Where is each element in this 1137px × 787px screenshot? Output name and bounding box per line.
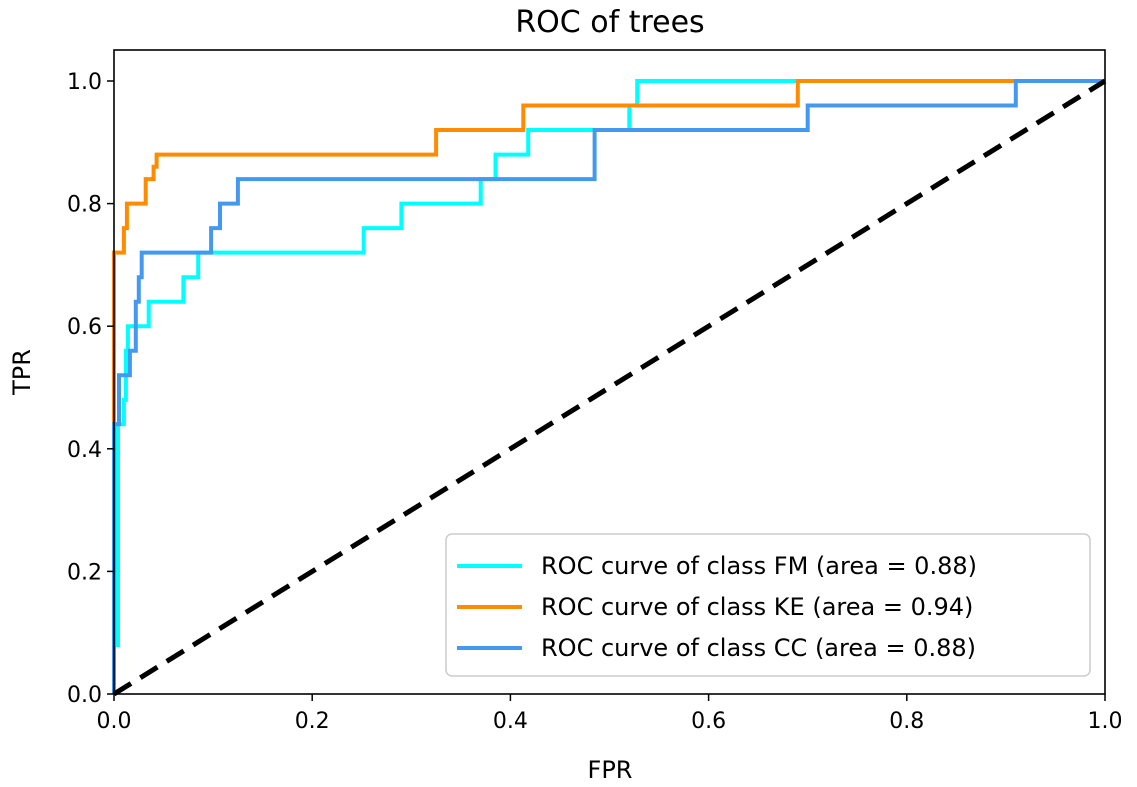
roc-line-ke: [112, 79, 1105, 694]
plot-frame: [113, 49, 1106, 695]
y-axis: 0.0 0.2 0.4 0.6 0.8 1.0: [67, 70, 114, 708]
roc-line-cc: [112, 79, 1105, 694]
legend-label-fm: ROC curve of class FM (area = 0.88): [541, 552, 977, 580]
plot-area: [112, 78, 1107, 697]
chance-diagonal-line: [112, 78, 1107, 697]
x-tick-label: 0.0: [97, 709, 132, 734]
legend-box: [445, 533, 1091, 677]
x-tick-label: 0.8: [889, 709, 924, 734]
legend-label-cc: ROC curve of class CC (area = 0.88): [541, 634, 976, 662]
y-tick-label: 0.8: [67, 193, 102, 218]
legend-label-ke: ROC curve of class KE (area = 0.94): [541, 593, 973, 621]
y-tick-label: 0.2: [67, 560, 102, 585]
x-tick-label: 1.0: [1088, 709, 1123, 734]
x-tick-label: 0.2: [295, 709, 330, 734]
y-axis-title: TPR: [8, 349, 36, 396]
chart-title: ROC of trees: [515, 5, 704, 40]
y-tick-label: 0.4: [67, 438, 102, 463]
y-tick-label: 0.0: [67, 683, 102, 708]
y-tick-label: 1.0: [67, 70, 102, 95]
x-tick-label: 0.4: [493, 709, 528, 734]
x-axis-title: FPR: [588, 756, 633, 784]
x-tick-label: 0.6: [691, 709, 726, 734]
roc-line-fm: [112, 79, 1105, 694]
x-axis: 0.0 0.2 0.4 0.6 0.8 1.0: [97, 694, 1123, 734]
legend[interactable]: ROC curve of class FM (area = 0.88) ROC c…: [445, 533, 1091, 677]
y-tick-label: 0.6: [67, 315, 102, 340]
